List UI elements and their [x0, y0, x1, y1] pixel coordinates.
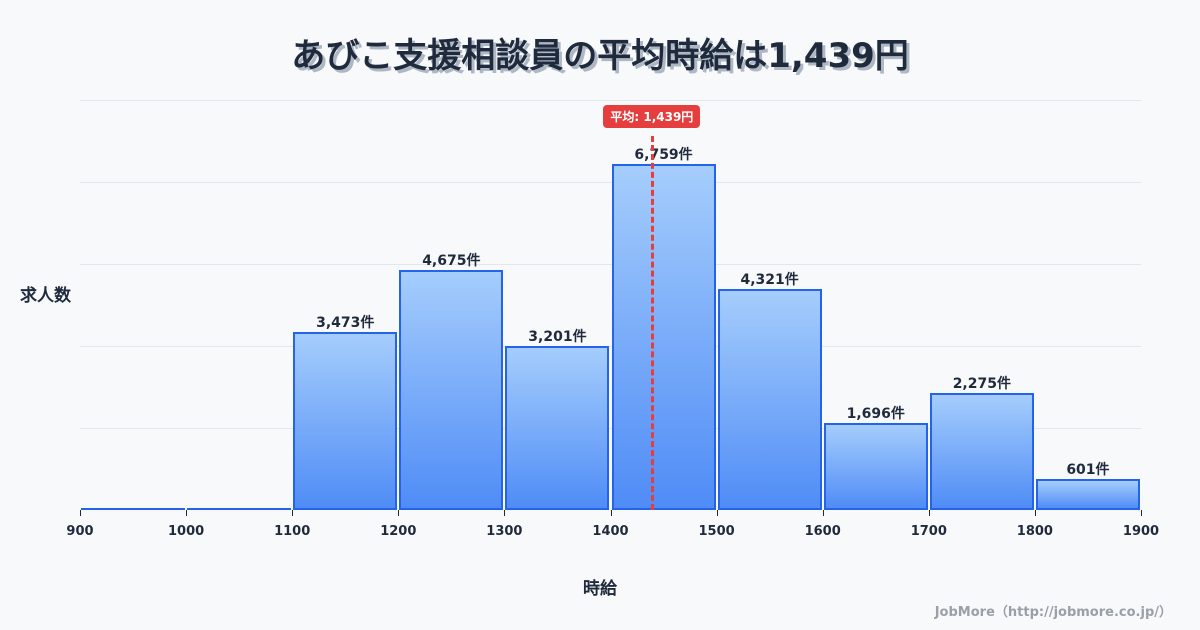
- source-credit: JobMore（http://jobmore.co.jp/）: [934, 605, 1172, 620]
- x-tick-label: 1100: [274, 524, 311, 539]
- bar-value-label: 2,275件: [952, 376, 1011, 393]
- x-tick-label: 1800: [1016, 524, 1053, 539]
- histogram-bar: [1035, 479, 1140, 510]
- bar-value-label: 601件: [1066, 462, 1110, 479]
- x-tick-label: 1600: [804, 524, 841, 539]
- mean-line: [650, 136, 654, 510]
- histogram-bar: [505, 345, 610, 510]
- x-tick-label: 1500: [698, 524, 735, 539]
- bar-value-label: 3,201件: [528, 328, 587, 345]
- histogram-bar: [399, 270, 504, 510]
- x-tick-label: 1000: [168, 524, 205, 539]
- x-tick: [1141, 510, 1142, 516]
- x-tick-label: 900: [66, 524, 94, 539]
- histogram-bar: [187, 508, 292, 510]
- x-tick-label: 1200: [380, 524, 417, 539]
- histogram-bar: [823, 423, 928, 510]
- histogram-bar: [929, 393, 1034, 510]
- x-tick: [292, 510, 293, 516]
- x-tick-label: 1900: [1122, 524, 1160, 539]
- x-tick: [398, 510, 399, 516]
- x-axis-label: 時給: [583, 579, 617, 599]
- gridline: [80, 264, 1141, 265]
- x-tick-label: 1400: [592, 524, 629, 539]
- x-tick: [823, 510, 824, 516]
- x-tick: [717, 510, 718, 516]
- bar-value-label: 4,321件: [740, 271, 799, 288]
- x-tick: [611, 510, 612, 516]
- x-tick-label: 1300: [486, 524, 523, 539]
- histogram-bar: [81, 508, 186, 510]
- gridline: [80, 346, 1141, 347]
- x-tick: [80, 510, 81, 516]
- chart-title: あびこ支援相談員の平均時給は1,439円: [291, 36, 909, 76]
- bar-value-label: 6,759件: [634, 146, 693, 163]
- x-tick: [1035, 510, 1036, 516]
- x-tick: [504, 510, 505, 516]
- x-tick: [929, 510, 930, 516]
- gridline: [80, 182, 1141, 183]
- histogram-bar: [717, 288, 822, 510]
- bar-value-label: 3,473件: [316, 315, 375, 331]
- histogram-bar: [293, 332, 398, 510]
- x-tick-label: 1700: [910, 524, 947, 539]
- gridline: [80, 428, 1141, 429]
- x-tick: [186, 510, 187, 516]
- bar-value-label: 1,696件: [846, 406, 905, 423]
- mean-badge: 平均: 1,439円: [603, 105, 701, 128]
- gridline: [80, 100, 1141, 101]
- histogram-bar: [611, 163, 716, 510]
- bar-value-label: 4,675件: [422, 253, 481, 270]
- y-axis-label: 求人数: [20, 286, 71, 306]
